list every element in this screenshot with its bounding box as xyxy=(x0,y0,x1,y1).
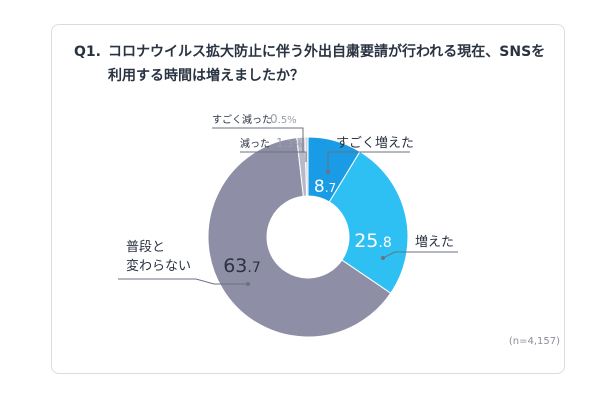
question-line-2: 利用する時間は増えましたか？ xyxy=(108,68,304,84)
question-number: Q1. xyxy=(74,44,101,60)
value-label-2: 63.7 xyxy=(223,255,261,277)
donut-slice-2 xyxy=(207,137,392,338)
category-label-0-0: すごく増えた xyxy=(336,135,414,151)
donut-slice-1 xyxy=(328,150,409,294)
leader-line-1 xyxy=(382,251,458,259)
leader-line-3 xyxy=(240,151,307,162)
value-label-4: 0.5% xyxy=(270,112,297,126)
category-label-1-0: 増えた xyxy=(415,235,454,250)
category-label-4-0: すごく減った xyxy=(212,113,272,126)
leader-line-2 xyxy=(118,278,248,285)
question-line-1: コロナウイルス拡大防止に伴う外出自粛要請が行われる現在、SNSを xyxy=(108,44,546,60)
leader-line-4 xyxy=(212,127,304,152)
value-label-1: 25.8 xyxy=(354,230,392,252)
question-title: Q1. コロナウイルス拡大防止に伴う外出自粛要請が行われる現在、SNSを 利用する… xyxy=(74,40,545,88)
leader-line-0 xyxy=(327,151,410,172)
value-label-0: 8.7 xyxy=(314,177,336,197)
category-label-3-0: 減った xyxy=(240,137,270,150)
category-label-2-0: 普段と xyxy=(126,240,165,255)
category-label-2-1: 変わらない xyxy=(126,258,191,274)
sample-size-note: (n=4,157) xyxy=(508,336,560,347)
value-label-3: 1.3% xyxy=(276,136,303,150)
